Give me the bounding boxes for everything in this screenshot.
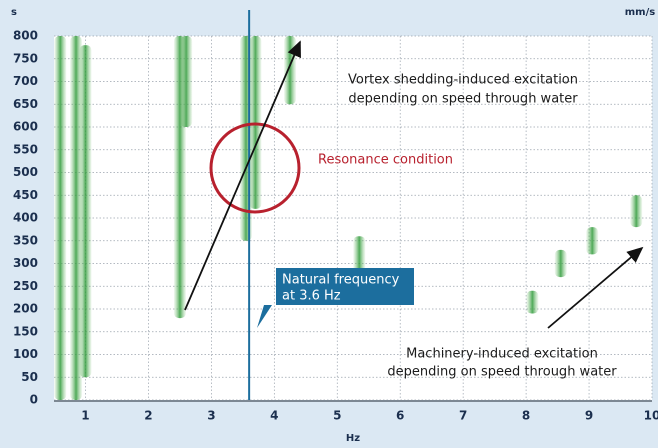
y-tick-label: 300: [13, 256, 38, 270]
x-tick-label: 2: [144, 409, 152, 423]
annotation: at 3.6 Hz: [282, 289, 341, 304]
x-tick-label: 6: [396, 409, 404, 423]
color-unit: mm/s: [625, 7, 655, 18]
y-tick-label: 350: [13, 233, 38, 247]
streak: [249, 36, 261, 209]
annotation: depending on speed through water: [387, 365, 617, 380]
streak: [586, 227, 598, 254]
y-tick-label: 150: [13, 324, 38, 338]
y-tick-label: 200: [13, 302, 38, 316]
x-tick-label: 4: [270, 409, 278, 423]
streak: [284, 36, 296, 104]
y-tick-label: 100: [13, 347, 38, 361]
y-unit: s: [11, 7, 17, 18]
y-tick-label: 750: [13, 51, 38, 65]
annotation: Natural frequency: [282, 273, 400, 288]
y-tick-label: 50: [21, 370, 38, 384]
y-tick-label: 450: [13, 188, 38, 202]
y-tick-label: 400: [13, 211, 38, 225]
x-label: Hz: [346, 433, 360, 444]
x-tick-label: 10: [644, 409, 658, 423]
streak: [79, 45, 91, 377]
x-tick-label: 5: [333, 409, 341, 423]
y-tick-label: 650: [13, 97, 38, 111]
x-tick-label: 3: [207, 409, 215, 423]
annotation: Machinery-induced excitation: [406, 347, 598, 362]
annotation: depending on speed through water: [348, 92, 578, 107]
annotation: Resonance condition: [318, 153, 453, 168]
streak: [526, 291, 538, 314]
y-tick-label: 500: [13, 165, 38, 179]
x-tick-label: 7: [459, 409, 467, 423]
y-tick-label: 550: [13, 142, 38, 156]
streak: [180, 36, 192, 127]
streak: [54, 36, 66, 400]
y-tick-label: 0: [30, 393, 38, 407]
streak: [630, 195, 642, 227]
x-tick-label: 9: [585, 409, 593, 423]
y-tick-label: 700: [13, 74, 38, 88]
x-tick-label: 1: [81, 409, 89, 423]
y-tick-label: 250: [13, 279, 38, 293]
y-tick-label: 600: [13, 120, 38, 134]
chart: s mm/s Hz Vortex shedding-induced excita…: [0, 0, 658, 448]
y-tick-label: 800: [13, 29, 38, 43]
x-tick-label: 8: [522, 409, 530, 423]
streak: [555, 250, 567, 277]
annotation: Vortex shedding-induced excitation: [348, 73, 578, 88]
